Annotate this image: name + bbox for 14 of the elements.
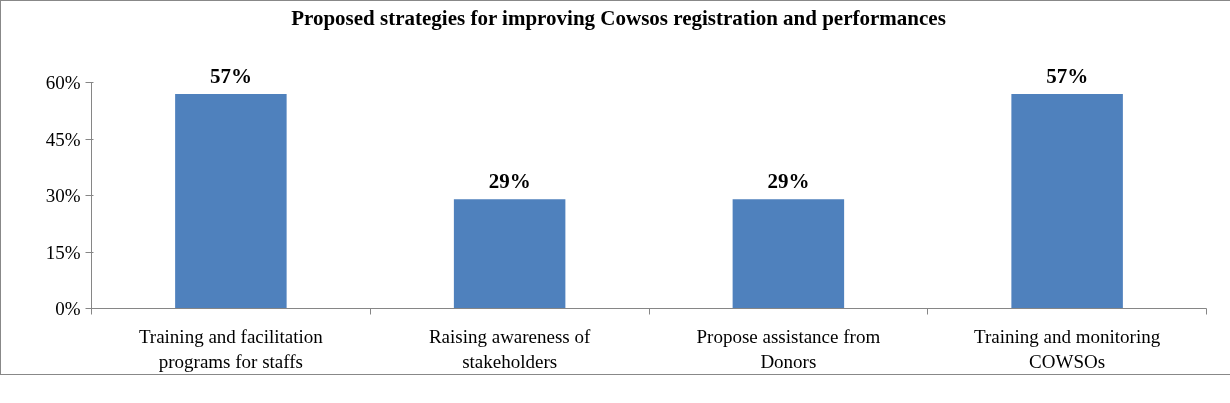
- y-tick-label: 0%: [55, 298, 81, 320]
- x-tick-label: Propose assistance from Donors: [696, 325, 881, 372]
- x-tick-label: Training and monitoring COWSOs: [974, 325, 1161, 372]
- y-tick-label: 60%: [45, 72, 81, 94]
- y-tick-label: 45%: [45, 128, 81, 150]
- data-label: 29%: [767, 169, 810, 194]
- data-label: 29%: [488, 169, 531, 194]
- x-tick-label: Raising awareness of stakeholders: [428, 325, 592, 372]
- y-tick-label: 15%: [45, 241, 81, 263]
- data-label: 57%: [209, 64, 252, 89]
- x-tick-label: Training and facilitation programs for staffs: [138, 325, 324, 372]
- data-label: 57%: [1046, 64, 1089, 89]
- chart-title: Proposed strategies for improving Cowsos registration and performances: [291, 6, 946, 32]
- y-tick-label: 30%: [45, 185, 81, 207]
